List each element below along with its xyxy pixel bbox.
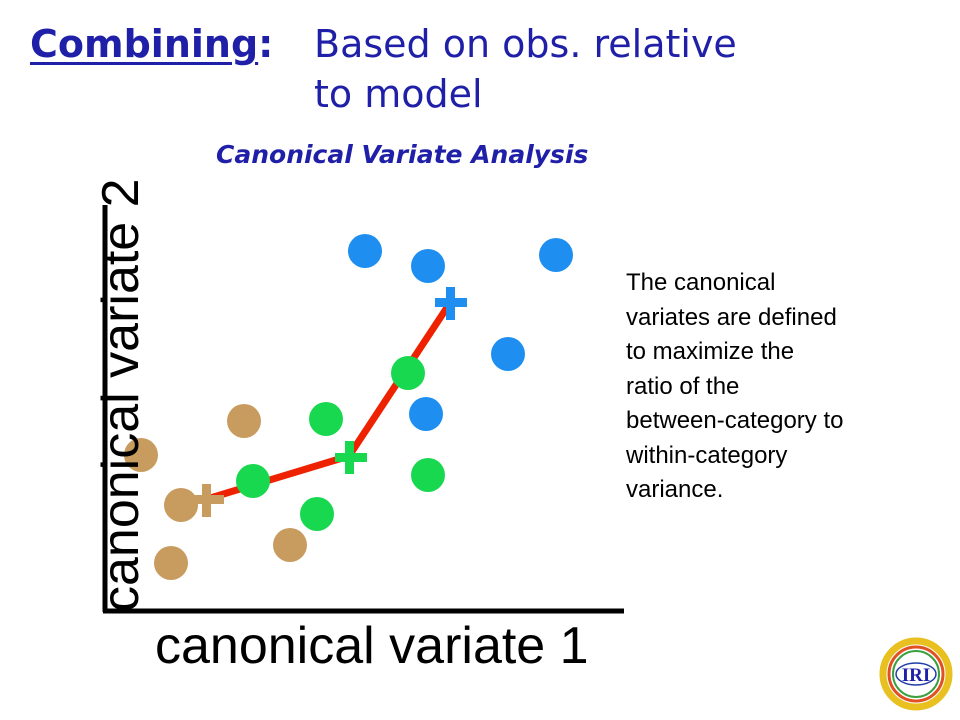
- x-axis-label: canonical variate 1: [155, 617, 589, 675]
- blue-point: [411, 249, 445, 283]
- description-line: within-category: [626, 441, 788, 469]
- green-point: [236, 464, 270, 498]
- description-text: The canonical variates are defined to ma…: [626, 266, 946, 508]
- tan-point: [124, 438, 158, 472]
- blue-point: [348, 234, 382, 268]
- tan-point: [164, 488, 198, 522]
- description-line: between-category to: [626, 407, 844, 434]
- title-keyword: Combining:: [30, 22, 274, 66]
- green-point: [411, 458, 445, 492]
- diagram-subtitle: Canonical Variate Analysis: [216, 140, 589, 169]
- tan-category-points: [124, 404, 307, 580]
- description-line: variance.: [626, 476, 724, 503]
- description-line: to maximize the: [626, 338, 795, 365]
- green-mean-plus-icon: [335, 441, 367, 474]
- blue-point: [491, 337, 525, 371]
- tan-mean-plus-icon: [192, 484, 224, 517]
- title-line-1: Based on obs. relative: [314, 22, 737, 66]
- green-point: [309, 402, 343, 436]
- y-axis-label: canonical variate 2: [92, 178, 150, 612]
- logo-text: IRI: [902, 665, 931, 686]
- tan-point: [273, 528, 307, 562]
- description-line: variates are defined: [626, 303, 837, 331]
- green-point: [391, 356, 425, 390]
- blue-point: [409, 397, 443, 431]
- green-category-points: [236, 356, 445, 531]
- green-point: [300, 497, 334, 531]
- blue-point: [539, 238, 573, 272]
- tan-point: [227, 404, 261, 438]
- description-line: The canonical: [626, 269, 776, 296]
- blue-category-points: [348, 234, 573, 431]
- description-line: ratio of the: [626, 372, 740, 400]
- blue-mean-plus-icon: [435, 287, 467, 320]
- iri-logo: IRI: [876, 636, 956, 712]
- title-line-2: to model: [314, 72, 483, 116]
- tan-point: [154, 546, 188, 580]
